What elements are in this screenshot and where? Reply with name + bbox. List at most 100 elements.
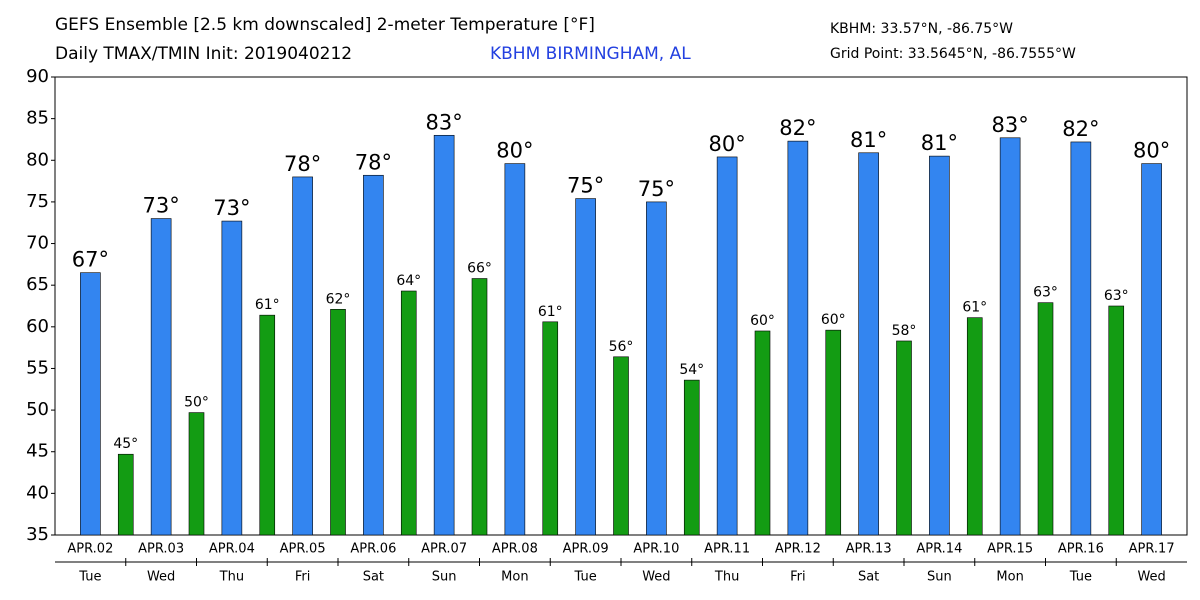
bar [966,317,983,536]
bar [188,412,205,536]
value-label: 64° [396,273,421,289]
weekday-label: Wed [642,570,670,585]
bar [117,453,134,536]
value-label: 66° [467,261,492,277]
value-label: 82° [779,116,816,140]
y-tick-label: 60 [26,316,49,337]
grid-point: Grid Point: 33.5645°N, -86.7555°W [830,46,1076,62]
x-tick-label: APR.05 [280,542,326,557]
bar [896,340,912,536]
value-label: 56° [609,339,634,355]
x-tick-label: APR.16 [1058,542,1104,557]
bar [80,272,101,536]
value-label: 50° [184,395,209,411]
value-label: 81° [850,128,887,152]
value-label: 61° [255,297,280,313]
chart-title: GEFS Ensemble [2.5 km downscaled] 2-mete… [55,15,595,35]
bar [754,330,771,536]
x-tick-label: APR.03 [138,542,184,557]
value-label: 80° [1133,139,1170,163]
bar [999,137,1021,536]
value-label: 60° [821,312,846,328]
value-label: 75° [638,177,675,201]
bar [150,218,172,536]
value-label: 61° [962,300,987,316]
bar [259,314,276,536]
bar [330,309,346,536]
y-tick-label: 50 [26,399,49,420]
x-tick-label: APR.12 [775,542,821,557]
value-label: 78° [355,150,392,174]
value-label: 73° [213,196,250,220]
value-label: 81° [921,131,958,155]
bar [575,198,596,536]
value-label: 82° [1062,117,1099,141]
weekday-label: Tue [1069,570,1092,585]
x-tick-label: APR.10 [633,542,679,557]
weekday-label: Tue [78,570,101,585]
x-tick-label: APR.06 [350,542,396,557]
weekday-label: Sat [858,570,879,585]
x-tick-label: APR.02 [67,542,113,557]
y-tick-label: 70 [26,233,49,254]
bar [1108,305,1125,536]
weekday-label: Fri [790,570,806,585]
x-tick-label: APR.09 [563,542,609,557]
value-label: 75° [567,174,604,198]
value-label: 67° [72,248,109,272]
value-label: 63° [1033,285,1058,301]
bar [1037,302,1054,536]
bar [787,140,809,536]
weekday-label: Tue [574,570,597,585]
y-tick-label: 40 [26,482,49,503]
value-label: 60° [750,313,775,329]
y-tick-label: 75 [26,191,49,212]
value-label: 73° [143,194,180,218]
weekday-label: Thu [714,570,739,585]
y-tick-label: 85 [26,108,49,129]
weekday-label: Fri [295,570,311,585]
value-label: 62° [326,291,351,307]
y-tick-label: 90 [26,66,49,87]
y-tick-label: 55 [26,357,49,378]
y-tick-label: 35 [26,524,49,545]
x-tick-label: APR.15 [987,542,1033,557]
bar [542,321,559,536]
bar [504,163,526,536]
station: KBHM: 33.57°N, -86.75°W [830,21,1013,37]
weekday-label: Sun [927,570,952,585]
x-tick-label: APR.13 [846,542,892,557]
bar [716,156,738,536]
weekday-label: Mon [501,570,528,585]
value-label: 83° [426,110,463,134]
value-label: 78° [284,152,321,176]
bar [221,220,243,536]
value-label: 45° [113,436,138,452]
bar [363,174,384,536]
y-tick-label: 45 [26,441,49,462]
y-tick-label: 80 [26,149,49,170]
bar [683,379,700,536]
value-label: 61° [538,304,563,320]
y-tick-label: 65 [26,274,49,295]
bar [292,176,313,536]
value-label: 63° [1104,288,1129,304]
bar [1141,163,1162,536]
chart-subtitle: Daily TMAX/TMIN Init: 2019040212 [55,44,352,64]
bar [1070,141,1092,536]
bar [471,278,488,536]
x-tick-label: APR.17 [1129,542,1175,557]
location: KBHM BIRMINGHAM, AL [490,44,691,64]
value-label: 83° [992,113,1029,137]
value-label: 80° [496,139,533,163]
bar [646,201,667,536]
bar [929,155,950,536]
x-tick-label: APR.04 [209,542,255,557]
x-tick-label: APR.11 [704,542,750,557]
value-label: 80° [709,132,746,156]
bar [433,134,455,536]
value-label: 54° [679,362,704,378]
weekday-label: Mon [996,570,1023,585]
weekday-label: Thu [219,570,244,585]
